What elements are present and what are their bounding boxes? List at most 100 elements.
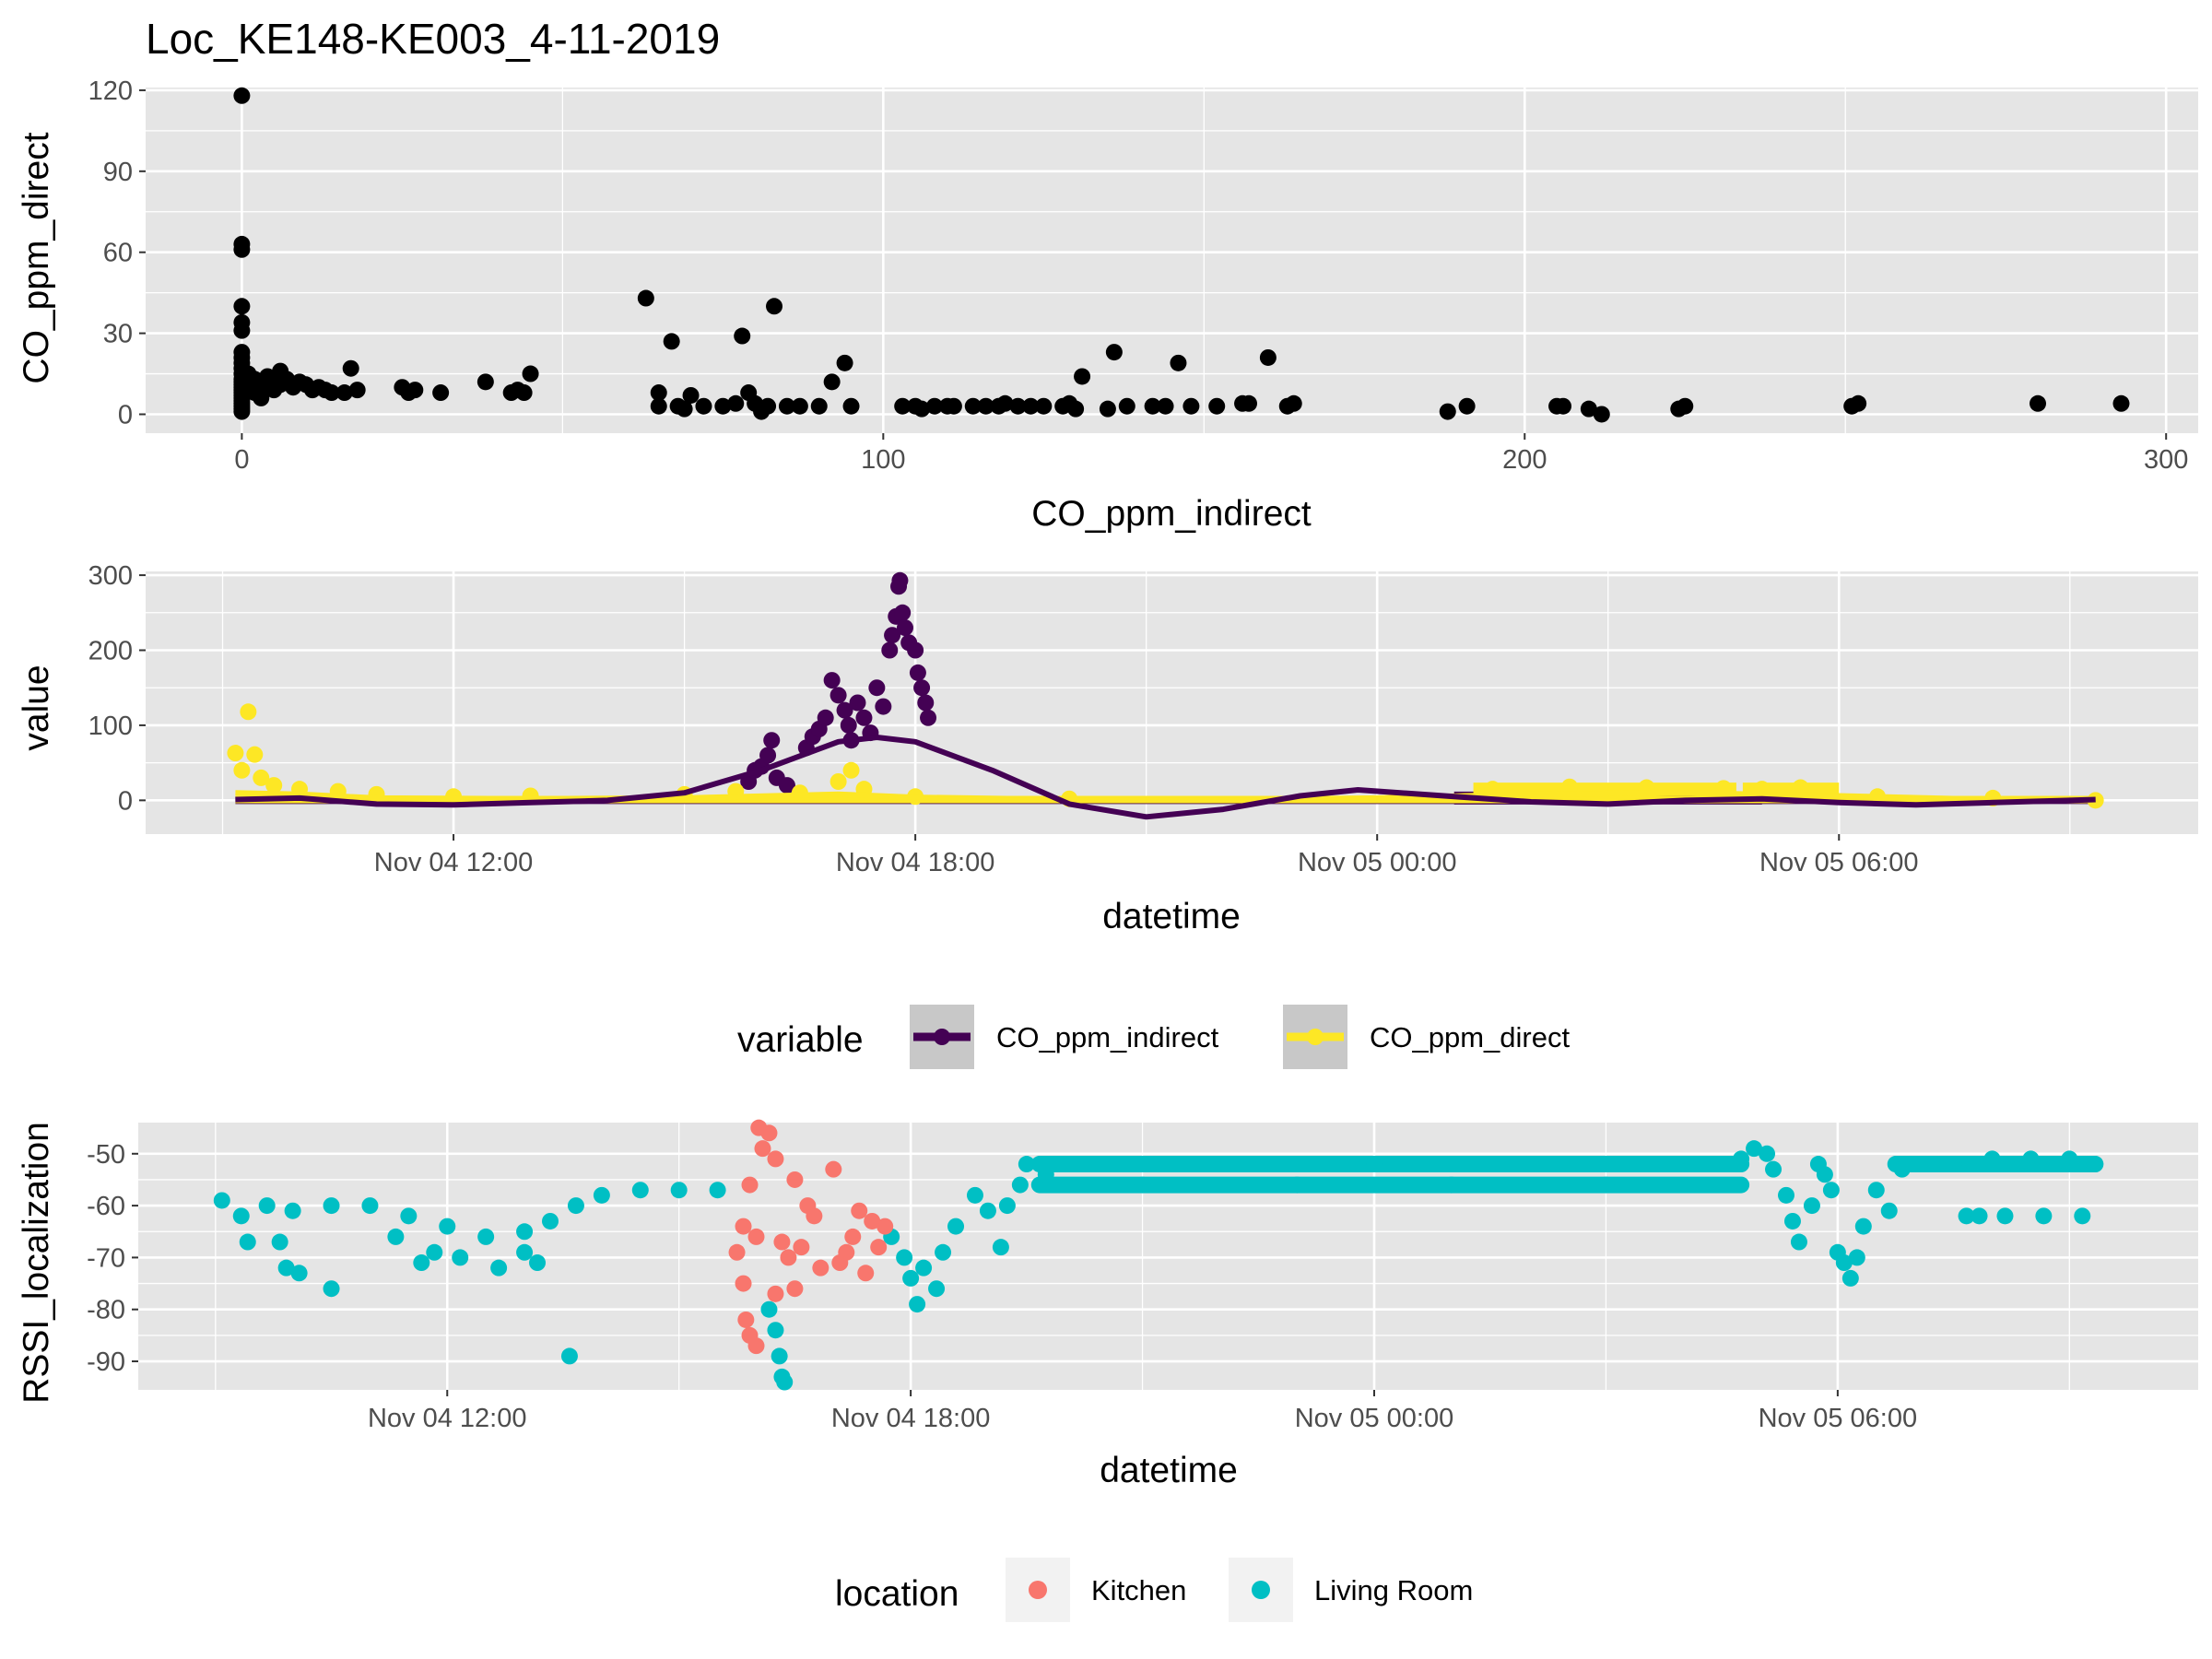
living-room-point — [1056, 1156, 1074, 1173]
scatter-point — [1099, 400, 1116, 418]
panel3-y-tick-label: -80 — [87, 1296, 125, 1325]
panel3-y-tick-label: -50 — [87, 1140, 125, 1170]
living-room-point — [1816, 1166, 1833, 1183]
kitchen-point — [747, 1337, 765, 1355]
living-room-point — [426, 1243, 443, 1261]
panel-co-timeseries: Nov 04 12:00 Nov 04 18:00 Nov 05 00:00 Nov … — [17, 561, 2198, 936]
panel1-x-tick-label: 0 — [234, 445, 249, 475]
panel1-x-tick-label: 300 — [2144, 445, 2188, 475]
scatter-point — [233, 241, 251, 258]
scatter-point — [1170, 354, 1187, 371]
living-room-point — [670, 1182, 688, 1199]
living-room-point — [1018, 1156, 1035, 1173]
legend-label-indirect: CO_ppm_indirect — [996, 1021, 1219, 1053]
panel2-x-axis-title: datetime — [1102, 897, 1241, 936]
kitchen-point — [786, 1280, 804, 1298]
living-room-point — [213, 1192, 230, 1209]
living-room-point — [902, 1269, 920, 1287]
legend-location: location Kitchen Living Room — [835, 1558, 1473, 1622]
kitchen-point — [754, 1140, 771, 1158]
indirect-point — [763, 732, 781, 749]
legend-key-kitchen-point — [1029, 1581, 1047, 1599]
scatter-point — [1850, 394, 1867, 412]
living-room-point — [1822, 1182, 1840, 1199]
indirect-point — [840, 716, 857, 734]
direct-point — [253, 769, 270, 786]
scatter-point — [335, 384, 353, 402]
panel3-x-tick-label: Nov 05 06:00 — [1759, 1404, 1918, 1433]
scatter-point — [233, 87, 251, 104]
living-room-point — [1442, 1176, 1460, 1194]
living-room-point — [439, 1218, 456, 1235]
indirect-point — [830, 687, 847, 704]
living-room-point — [1011, 1176, 1029, 1194]
scatter-point — [233, 403, 251, 420]
scatter-point — [823, 373, 841, 391]
living-room-point — [1971, 1207, 1988, 1225]
living-room-point — [2087, 1156, 2104, 1173]
living-room-point — [560, 1347, 578, 1365]
indirect-point — [907, 641, 924, 659]
living-room-point — [323, 1197, 340, 1215]
living-room-point — [1597, 1176, 1615, 1194]
panel3-y-tick-label: -90 — [87, 1347, 125, 1377]
panel-co-scatter: 0 100 200 300 0 30 60 90 120 CO_ppm_indirect CO… — [17, 76, 2198, 534]
panel1-y-tick-label: 0 — [118, 400, 133, 429]
kitchen-point — [735, 1218, 752, 1235]
living-room-point — [516, 1223, 534, 1241]
scatter-point — [663, 333, 680, 350]
figure-title: Loc_KE148-KE003_4-11-2019 — [146, 15, 720, 63]
scatter-point — [637, 289, 654, 307]
living-room-point — [915, 1259, 933, 1277]
indirect-point — [881, 641, 899, 659]
scatter-point — [734, 327, 751, 345]
direct-point — [246, 746, 264, 763]
living-room-point — [1733, 1150, 1750, 1168]
scatter-point — [945, 397, 962, 415]
living-room-point — [387, 1228, 405, 1245]
living-room-point — [1983, 1150, 2001, 1168]
panel2-y-tick-label: 200 — [88, 637, 133, 666]
legend-label-living-room: Living Room — [1314, 1574, 1473, 1606]
indirect-point — [884, 627, 901, 644]
indirect-point — [823, 672, 841, 689]
kitchen-point — [806, 1207, 823, 1225]
kitchen-point — [773, 1233, 791, 1251]
kitchen-point — [728, 1243, 746, 1261]
legend-key-indirect-point — [934, 1029, 950, 1045]
living-room-point — [2022, 1150, 2040, 1168]
panel2-y-axis-title: value — [17, 665, 56, 750]
indirect-point — [917, 694, 935, 712]
living-room-point — [284, 1202, 301, 1219]
scatter-point — [1067, 400, 1085, 418]
indirect-point — [909, 664, 926, 681]
living-room-point — [400, 1207, 418, 1225]
direct-point — [830, 773, 847, 790]
indirect-point — [778, 777, 795, 794]
legend-key-living-room-point — [1252, 1581, 1270, 1599]
living-room-point — [771, 1347, 788, 1365]
direct-point — [227, 745, 244, 762]
panel2-x-tick-label: Nov 04 18:00 — [836, 848, 995, 877]
panel2-y-tick-label: 300 — [88, 561, 133, 591]
panel2-y-tick-label: 100 — [88, 712, 133, 741]
scatter-point — [926, 397, 944, 415]
scatter-point — [810, 397, 828, 415]
living-room-point — [767, 1322, 784, 1339]
scatter-point — [1105, 344, 1123, 361]
scatter-point — [1074, 368, 1091, 385]
living-room-point — [1675, 1156, 1692, 1173]
scatter-point — [1022, 397, 1040, 415]
direct-point — [233, 761, 251, 779]
kitchen-point — [793, 1239, 810, 1256]
panel3-y-axis-title: RSSI_localization — [17, 1122, 56, 1404]
panel1-x-tick-label: 100 — [861, 445, 905, 475]
direct-point — [265, 777, 283, 794]
living-room-point — [1893, 1160, 1911, 1178]
living-room-point — [1803, 1197, 1820, 1215]
scatter-point — [406, 382, 424, 399]
panel-rssi: Nov 04 12:00 Nov 04 18:00 Nov 05 00:00 Nov … — [17, 1119, 2198, 1490]
indirect-smooth-line — [235, 735, 2096, 820]
scatter-point — [1182, 397, 1200, 415]
kitchen-point — [780, 1249, 797, 1266]
